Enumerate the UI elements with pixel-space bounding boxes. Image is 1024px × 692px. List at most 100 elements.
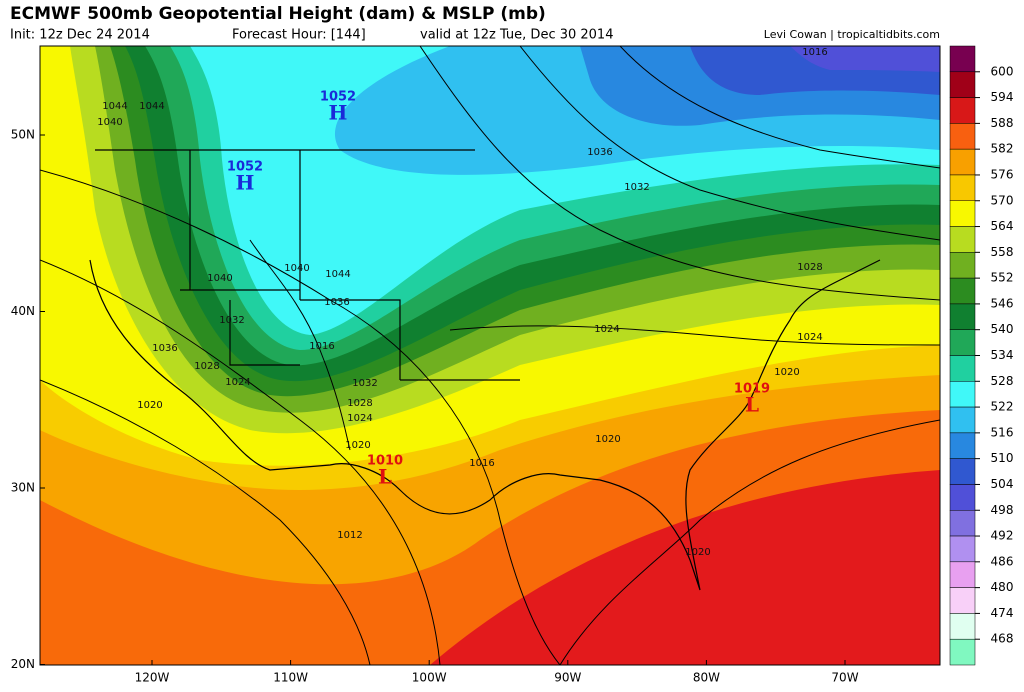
- isobar-label: 1036: [324, 297, 349, 308]
- isobar-label: 1028: [194, 361, 219, 372]
- center-value: 1019: [734, 382, 770, 397]
- map-frame: [39, 45, 941, 666]
- colorbar-cell: [949, 174, 976, 201]
- center-symbol: H: [329, 101, 348, 125]
- colorbar-cell: [949, 458, 976, 485]
- isobar: [619, 46, 940, 169]
- colorbar-label: 516: [991, 425, 1014, 439]
- isobar-label: 1020: [685, 547, 710, 558]
- colorbar-label: 522: [991, 400, 1014, 414]
- colorbar-label: 474: [991, 606, 1014, 620]
- center-value: 1052: [227, 160, 263, 175]
- colorbar-cell: [949, 510, 976, 537]
- center-symbol: L: [378, 465, 392, 489]
- title: ECMWF 500mb Geopotential Height (dam) & …: [10, 4, 546, 24]
- colorbar-label: 528: [991, 374, 1014, 388]
- colorbar-label: 558: [991, 245, 1014, 259]
- colorbar-label: 564: [991, 219, 1014, 233]
- longitude-label: 110W: [273, 671, 308, 685]
- colorbar-cell: [949, 71, 976, 98]
- colorbar-cell: [949, 484, 976, 511]
- colorbar-label: 480: [991, 580, 1014, 594]
- colorbar-label: 588: [991, 116, 1014, 130]
- colorbar-cell: [949, 97, 976, 124]
- colorbar-cell: [949, 252, 976, 279]
- colorbar-label: 486: [991, 554, 1014, 568]
- isobar-label: 1044: [325, 269, 350, 280]
- colorbar-cell: [949, 613, 976, 640]
- latitude-label: 20N: [11, 657, 35, 671]
- colorbar-label: 576: [991, 167, 1014, 181]
- isobar-label: 1040: [97, 117, 122, 128]
- colorbar-label: 534: [991, 348, 1014, 362]
- isobar-label: 1020: [345, 440, 370, 451]
- colorbar-label: 552: [991, 271, 1014, 285]
- colorbar-cell: [949, 148, 976, 176]
- labels: 50N 40N 30N 20N 120W 110W 100W 90W 80W 70W 1016 104…: [11, 47, 859, 685]
- center-value: 1052: [320, 90, 356, 105]
- isobar-label: 1012: [337, 530, 362, 541]
- colorbar-cell: [949, 587, 976, 614]
- colorbar-cell: [949, 200, 976, 227]
- colorbar-cell: [949, 226, 976, 253]
- isobar-label: 1024: [797, 332, 822, 343]
- colorbar-cell: [949, 406, 976, 434]
- center-value: 1010: [367, 454, 403, 469]
- colorbar-cell: [949, 381, 976, 408]
- colorbar-cell: [949, 45, 976, 73]
- isobar-label: 1044: [139, 101, 164, 112]
- isobar-label: 1016: [802, 47, 827, 58]
- colorbar-cell: [949, 329, 976, 356]
- isobar-label: 1032: [624, 182, 649, 193]
- coastline: [89, 259, 881, 591]
- longitude-label: 120W: [135, 671, 170, 685]
- isobar-label: 1032: [219, 315, 244, 326]
- colorbar-label: 492: [991, 529, 1014, 543]
- colorbar-label: 504: [991, 477, 1014, 491]
- latitude-label: 50N: [11, 128, 35, 142]
- isobar-label: 1020: [774, 367, 799, 378]
- isobar-label: 1024: [225, 377, 250, 388]
- longitude-label: 90W: [554, 671, 581, 685]
- colorbar-cell: [949, 432, 976, 459]
- isobar-label: 1036: [152, 343, 177, 354]
- colorbar: 600 594 588 582 576 570 564 558 552 546 540 534 528 5…: [949, 45, 1014, 666]
- colorbar-label: 498: [991, 503, 1014, 517]
- latitude-label: 40N: [11, 304, 35, 318]
- longitude-label: 100W: [412, 671, 447, 685]
- isobars: [40, 46, 940, 665]
- colorbar-cell: [949, 123, 976, 150]
- colorbar-cell: [949, 303, 976, 330]
- isobar-label: 1040: [207, 273, 232, 284]
- isobar-label: 1020: [137, 400, 162, 411]
- isobar: [40, 169, 561, 665]
- longitude-label: 80W: [693, 671, 720, 685]
- colorbar-label: 600: [991, 64, 1014, 78]
- forecast-hour: Forecast Hour: [144]: [232, 28, 366, 43]
- isobar: [519, 46, 940, 241]
- map: [40, 46, 940, 665]
- center-symbol: H: [236, 171, 255, 195]
- isobar-label: 1020: [595, 434, 620, 445]
- valid-time: valid at 12z Tue, Dec 30 2014: [420, 28, 613, 43]
- isobar-label: 1016: [309, 341, 334, 352]
- colorbar-label: 546: [991, 296, 1014, 310]
- longitude-label: 70W: [831, 671, 858, 685]
- colorbar-label: 468: [991, 632, 1014, 646]
- isobar-label: 1032: [352, 378, 377, 389]
- isobar-label: 1024: [347, 413, 372, 424]
- isobar: [40, 259, 441, 665]
- isobar: [419, 46, 940, 301]
- band: [790, 46, 940, 72]
- isobar: [449, 325, 940, 346]
- state-borders: [95, 149, 520, 381]
- colorbar-cell: [949, 561, 976, 588]
- colorbar-label: 510: [991, 451, 1014, 465]
- colorbar-label: 582: [991, 142, 1014, 156]
- colorbar-cell: [949, 355, 976, 382]
- init-time: Init: 12z Dec 24 2014: [10, 28, 150, 43]
- isobar: [40, 379, 371, 665]
- isobar-label: 1044: [102, 101, 127, 112]
- colorbar-label: 594: [991, 90, 1014, 104]
- isobar: [559, 419, 940, 665]
